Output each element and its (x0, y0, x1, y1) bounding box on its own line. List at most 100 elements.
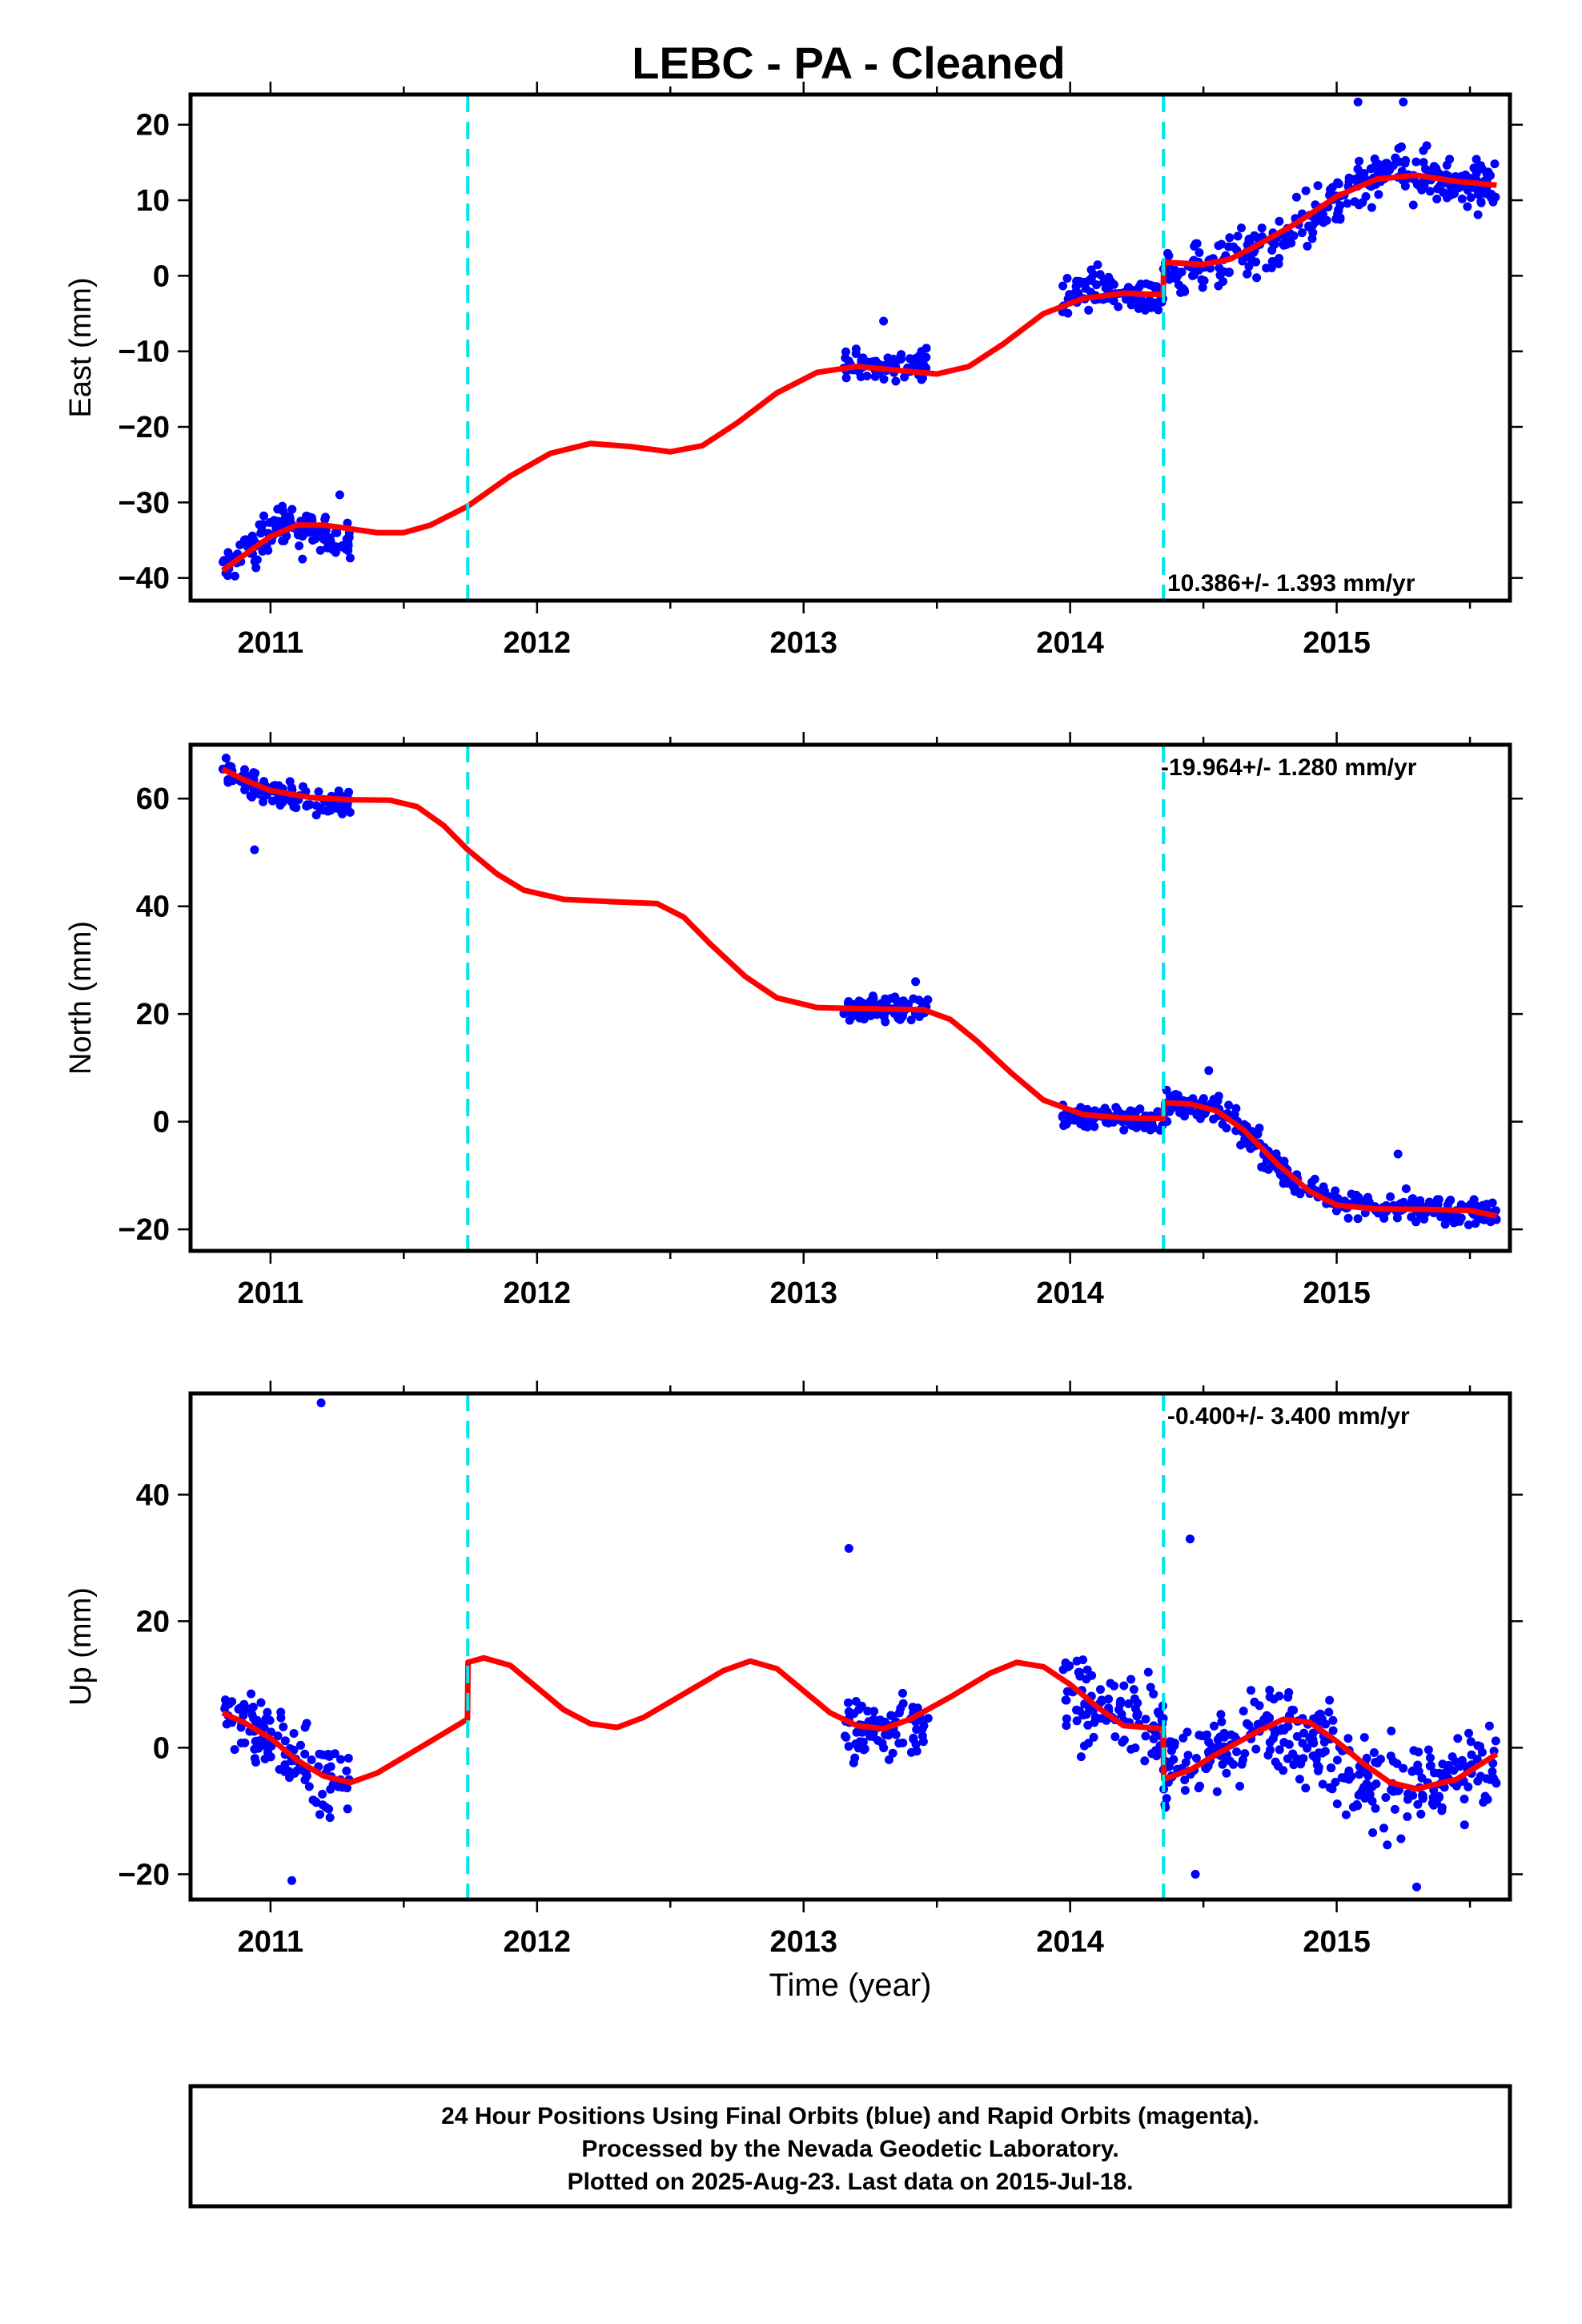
data-point-outlier (879, 316, 889, 326)
data-point (320, 515, 330, 525)
data-point (1275, 1691, 1284, 1701)
data-point (1074, 1667, 1084, 1677)
data-point (1148, 281, 1158, 291)
data-point (1331, 1206, 1341, 1216)
data-point (328, 545, 338, 554)
data-point (912, 1725, 921, 1735)
data-point (1062, 1714, 1071, 1723)
data-point (868, 991, 877, 1001)
data-point (1140, 1756, 1150, 1766)
data-point (1332, 1799, 1342, 1808)
data-point (894, 1739, 904, 1748)
data-point (1328, 1715, 1338, 1725)
data-point (1341, 1810, 1351, 1819)
data-point (241, 535, 251, 545)
data-point (912, 1747, 921, 1756)
data-point (1132, 1711, 1142, 1721)
data-point (1279, 1156, 1289, 1166)
data-point (331, 803, 341, 813)
data-point (1368, 1828, 1378, 1837)
data-point (1422, 141, 1431, 151)
data-point (258, 546, 267, 556)
data-point (1392, 1213, 1402, 1223)
data-point (326, 1784, 335, 1794)
data-point (300, 1749, 310, 1759)
data-point (1141, 298, 1150, 308)
data-point (898, 1699, 908, 1708)
data-point (1408, 200, 1418, 210)
data-point (273, 1731, 283, 1741)
data-point (1180, 1775, 1190, 1785)
data-point (1379, 1823, 1388, 1833)
data-point (1431, 164, 1441, 174)
data-point (1114, 1705, 1123, 1715)
data-point (1147, 1749, 1157, 1759)
data-point (1426, 1753, 1435, 1763)
data-point (1062, 274, 1072, 283)
data-point (250, 1754, 259, 1763)
x-tick-label: 2014 (1036, 626, 1104, 660)
data-point (1136, 279, 1146, 289)
data-point (1195, 248, 1204, 257)
data-point (247, 1689, 256, 1699)
data-point-outlier (1186, 1534, 1195, 1544)
data-point (915, 1012, 924, 1021)
data-point (870, 372, 880, 381)
data-point (1416, 1809, 1426, 1819)
model-curve (220, 172, 1497, 573)
x-tick-label: 2015 (1303, 1277, 1371, 1310)
data-point (315, 545, 325, 555)
data-point-outlier (844, 1544, 853, 1553)
data-point (1369, 1748, 1379, 1757)
north-panel: 2011 2012 2013 2014 2015 −20 0 20 40 60 North (mm)… (64, 732, 1523, 1310)
data-point (255, 520, 264, 529)
data-point (1318, 1779, 1327, 1789)
data-point (919, 1721, 929, 1731)
data-point (917, 1731, 927, 1741)
data-point (1403, 1789, 1413, 1799)
data-point (1213, 1735, 1223, 1744)
data-point (891, 376, 901, 386)
data-point (235, 540, 245, 549)
data-point (1460, 1820, 1469, 1830)
data-point (1353, 164, 1363, 174)
data-point (1295, 1775, 1304, 1784)
data-point (1385, 165, 1395, 175)
data-point (1435, 1768, 1444, 1778)
data-point (302, 802, 311, 811)
data-point (1243, 269, 1252, 279)
data-point (225, 1699, 234, 1709)
data-point (1489, 1747, 1499, 1756)
data-point (1443, 193, 1452, 203)
data-point (1288, 1749, 1298, 1759)
data-point (1289, 1760, 1299, 1770)
data-point (259, 1723, 269, 1732)
data-point (278, 798, 287, 807)
data-point (1425, 187, 1435, 196)
data-point (1301, 1783, 1311, 1793)
data-point (1251, 1744, 1261, 1754)
data-point-outlier (911, 977, 921, 987)
data-point (1109, 279, 1118, 289)
data-point (1344, 1766, 1354, 1775)
data-point-outlier (1191, 1869, 1200, 1879)
data-point (1210, 1721, 1219, 1731)
data-point (1361, 191, 1371, 201)
data-point (1327, 1763, 1336, 1773)
data-point (1344, 177, 1354, 187)
data-point (251, 563, 261, 573)
data-point (1432, 1798, 1441, 1807)
data-point (1076, 1752, 1086, 1762)
data-point (1391, 153, 1400, 163)
data-point (1359, 1733, 1369, 1742)
data-point (1457, 194, 1467, 203)
data-point (1386, 1751, 1395, 1761)
footer-line-3: Plotted on 2025-Aug-23. Last data on 201… (568, 2169, 1134, 2195)
data-point (1124, 1699, 1133, 1708)
data-point (1313, 181, 1323, 191)
data-point (1265, 1692, 1275, 1702)
data-point (247, 1710, 257, 1719)
data-point (1351, 1190, 1361, 1200)
data-point (1153, 1107, 1162, 1116)
data-point-outlier (1353, 97, 1363, 107)
